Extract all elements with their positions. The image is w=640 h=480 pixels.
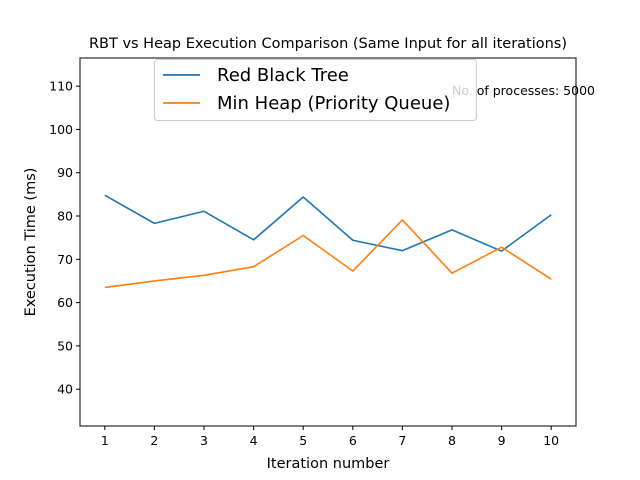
y-tick-label: 50 bbox=[57, 338, 73, 353]
series-layer bbox=[104, 194, 552, 289]
x-tick-label: 1 bbox=[101, 433, 109, 448]
x-tick-label: 9 bbox=[498, 433, 506, 448]
x-tick-label: 5 bbox=[299, 433, 307, 448]
legend: Red Black Tree Min Heap (Priority Queue) bbox=[154, 59, 477, 121]
x-tick-label: 7 bbox=[398, 433, 406, 448]
x-axis: 1 2 3 4 5 6 7 8 9 10 bbox=[101, 426, 559, 448]
x-tick-label: 3 bbox=[200, 433, 208, 448]
series-line-min-heap bbox=[104, 219, 552, 289]
legend-label-min-heap: Min Heap (Priority Queue) bbox=[217, 93, 450, 114]
y-tick-label: 60 bbox=[57, 295, 73, 310]
chart-title: RBT vs Heap Execution Comparison (Same I… bbox=[89, 36, 567, 52]
plot-frame bbox=[79, 57, 577, 427]
series-line-red-black-tree bbox=[104, 194, 552, 252]
x-tick-label: 2 bbox=[150, 433, 158, 448]
y-axis-label: Execution Time (ms) bbox=[23, 168, 39, 317]
y-tick-label: 90 bbox=[57, 165, 73, 180]
x-tick-label: 6 bbox=[349, 433, 357, 448]
legend-box bbox=[154, 59, 477, 121]
x-tick-label: 10 bbox=[543, 433, 559, 448]
x-axis-label: Iteration number bbox=[267, 456, 390, 472]
annotation-processes: No. of processes: 5000 bbox=[452, 83, 595, 98]
x-tick-label: 4 bbox=[250, 433, 258, 448]
legend-label-red-black-tree: Red Black Tree bbox=[217, 65, 349, 86]
y-tick-label: 70 bbox=[57, 252, 73, 267]
y-tick-label: 80 bbox=[57, 209, 73, 224]
y-tick-label: 40 bbox=[57, 382, 73, 397]
y-axis: 40 50 60 70 80 90 100 110 bbox=[49, 79, 80, 397]
y-tick-label: 110 bbox=[49, 79, 73, 94]
x-tick-label: 8 bbox=[448, 433, 456, 448]
y-tick-label: 100 bbox=[49, 122, 73, 137]
